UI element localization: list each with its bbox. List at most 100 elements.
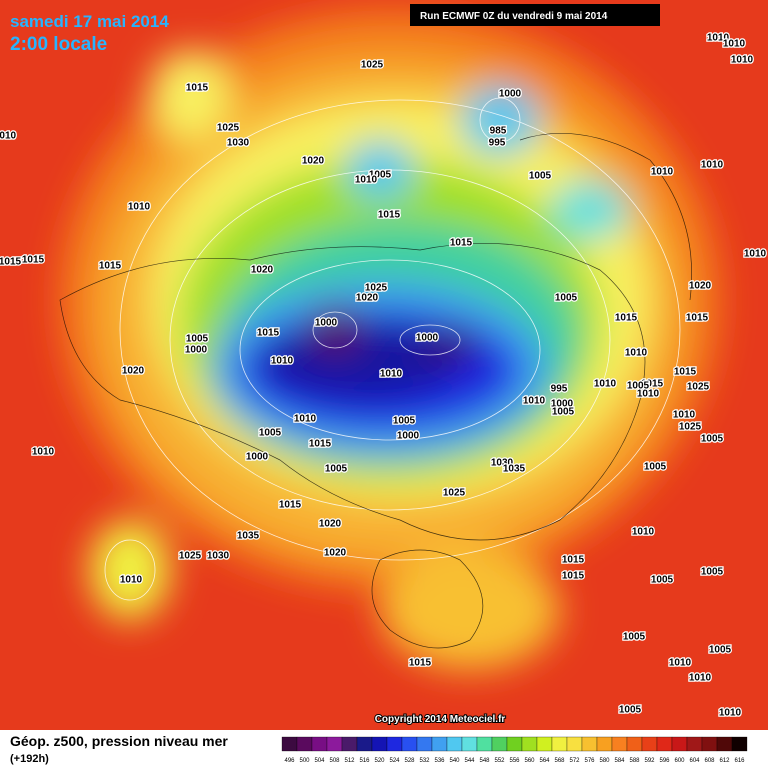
colorbar-cell [731, 736, 748, 752]
colorbar-label: 544 [464, 758, 475, 764]
isobar-label: 1015 [450, 238, 473, 249]
isobar-label: 1005 [186, 334, 209, 345]
isobar-label: 1010 [355, 175, 378, 186]
isobar-label: 1005 [644, 462, 667, 473]
isobar-label: 995 [551, 384, 568, 395]
colorbar-label: 528 [404, 758, 415, 764]
isobar-label: 1005 [555, 293, 578, 304]
isobar-label: 1025 [361, 60, 384, 71]
colorbar-label: 576 [584, 758, 595, 764]
isobar-label: 1015 [378, 210, 401, 221]
isobar-label: 1020 [319, 519, 342, 530]
isobar-label: 1015 [279, 500, 302, 511]
isobar-label: 1035 [237, 531, 260, 542]
isobar-label: 1010 [723, 39, 746, 50]
run-info: Run ECMWF 0Z du vendredi 9 mai 2014 [420, 11, 608, 22]
colorbar-label: 548 [479, 758, 490, 764]
colorbar-label: 560 [524, 758, 535, 764]
isobar-label: 1010 [673, 410, 696, 421]
isobar-label: 1015 [615, 313, 638, 324]
colorbar-label: 540 [449, 758, 460, 764]
colorbar-label: 600 [674, 758, 685, 764]
isobar-label: 1000 [551, 399, 574, 410]
isobar-label: 1015 [409, 658, 432, 669]
isobar-label: 1030 [227, 138, 250, 149]
isobar-label: 1005 [393, 416, 416, 427]
isobar-label: 1015 [186, 83, 209, 94]
isobar-label: 1010 [32, 447, 55, 458]
colorbar-cell [491, 736, 508, 752]
isobar-label: 1005 [623, 632, 646, 643]
copyright: Copyright 2014 Meteociel.fr [375, 714, 506, 725]
isobar-label: 1020 [302, 156, 325, 167]
colorbar-cell [566, 736, 583, 752]
isobar-label: 1010 [0, 131, 17, 142]
lead-time: (+192h) [10, 753, 49, 765]
isobar-label: 1010 [128, 202, 151, 213]
isobar-label: 1015 [562, 571, 585, 582]
colorbar-cell [536, 736, 553, 752]
isobar-label: 1025 [687, 382, 710, 393]
isobar-label: 1030 [491, 458, 514, 469]
colorbar-cell [401, 736, 418, 752]
isobar-label: 1035 [503, 464, 526, 475]
colorbar-cell [371, 736, 388, 752]
colorbar-cell [296, 736, 313, 752]
colorbar-label: 520 [374, 758, 385, 764]
colorbar-label: 616 [734, 758, 745, 764]
isobar-labels: 1015102510301025100098599510201005101010… [0, 31, 768, 720]
colorbar-cell [596, 736, 613, 752]
isobar-label: 1010 [294, 414, 317, 425]
isobar-label: 1010 [271, 356, 294, 367]
isobar-label: 1020 [251, 265, 274, 276]
isobar-label: 1025 [443, 488, 466, 499]
isobar-label: 1000 [397, 431, 420, 442]
isobar-label: 1005 [701, 567, 724, 578]
isobar-label: 1010 [701, 160, 724, 171]
colorbar-label: 556 [509, 758, 520, 764]
isobar-label: 1015 [641, 379, 664, 390]
isobar-label: 1025 [679, 422, 702, 433]
colorbar-cell [656, 736, 673, 752]
colorbar-label: 552 [494, 758, 505, 764]
isobar-label: 1020 [324, 548, 347, 559]
colorbar-label: 572 [569, 758, 580, 764]
colorbar-cell [281, 736, 298, 752]
colorbar-cell [476, 736, 493, 752]
isobar-label: 1010 [689, 673, 712, 684]
isobar-label: 1010 [625, 348, 648, 359]
colorbar-cell [551, 736, 568, 752]
colorbar-cell [326, 736, 343, 752]
colorbar-label: 500 [299, 758, 310, 764]
colorbar-label: 592 [644, 758, 655, 764]
isobar-label: 985 [490, 126, 507, 137]
field-name: Géop. z500, pression niveau mer [10, 733, 228, 749]
colorbar-label: 588 [629, 758, 640, 764]
isobar-label: 1010 [637, 389, 660, 400]
isobar-label: 1025 [179, 551, 202, 562]
isobar-label: 1005 [651, 575, 674, 586]
colorbar-cell [341, 736, 358, 752]
colorbar-label: 568 [554, 758, 565, 764]
isobar-label: 1000 [315, 318, 338, 329]
colorbar-label: 512 [344, 758, 355, 764]
isobar-label: 1005 [369, 170, 392, 181]
colorbar-label: 580 [599, 758, 610, 764]
isobar-label: 1015 [562, 555, 585, 566]
colorbar-cell [356, 736, 373, 752]
colorbar-cell [626, 736, 643, 752]
isobar-label: 1000 [416, 333, 439, 344]
colorbar-label: 496 [284, 758, 295, 764]
isobar-label: 1000 [185, 345, 208, 356]
isobar-label: 1010 [731, 55, 754, 66]
colorbar-label: 504 [314, 758, 325, 764]
isobar-label: 1010 [594, 379, 617, 390]
isobar-label: 1010 [523, 396, 546, 407]
colorbar-label: 532 [419, 758, 430, 764]
colorbar-cell [641, 736, 658, 752]
colorbar-cell [461, 736, 478, 752]
colorbar-cell [446, 736, 463, 752]
colorbar-cell [611, 736, 628, 752]
run-box [410, 4, 660, 26]
isobar-label: 1005 [552, 407, 575, 418]
